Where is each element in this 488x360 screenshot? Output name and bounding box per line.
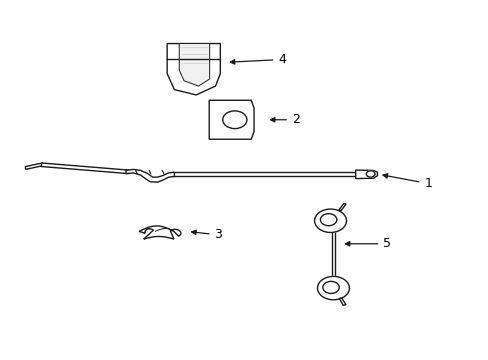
- Circle shape: [314, 209, 346, 233]
- Polygon shape: [126, 169, 174, 182]
- Circle shape: [322, 282, 339, 293]
- Text: 4: 4: [230, 53, 285, 66]
- Polygon shape: [139, 226, 181, 239]
- Circle shape: [320, 214, 336, 226]
- Text: 2: 2: [270, 113, 299, 126]
- Text: 5: 5: [345, 237, 390, 250]
- Text: 3: 3: [191, 229, 222, 242]
- Polygon shape: [339, 298, 346, 305]
- Polygon shape: [167, 44, 220, 95]
- Polygon shape: [355, 170, 377, 179]
- Circle shape: [223, 111, 246, 129]
- Polygon shape: [173, 172, 355, 176]
- Polygon shape: [41, 163, 128, 174]
- Circle shape: [317, 276, 349, 300]
- Polygon shape: [25, 163, 42, 169]
- Polygon shape: [179, 44, 209, 86]
- Polygon shape: [209, 100, 254, 139]
- Circle shape: [366, 171, 374, 177]
- Text: 1: 1: [382, 174, 431, 190]
- Polygon shape: [338, 204, 346, 211]
